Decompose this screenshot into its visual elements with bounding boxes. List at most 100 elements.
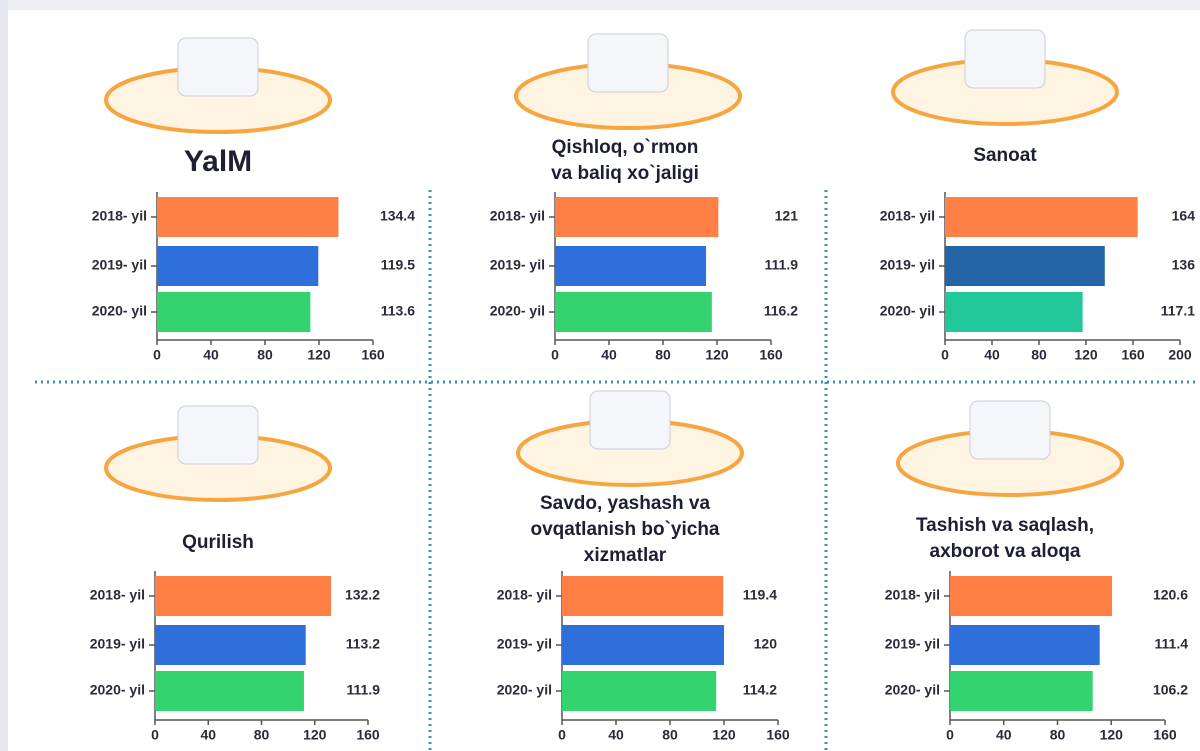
x-tick-label: 160 bbox=[759, 347, 783, 363]
x-tick-label: 40 bbox=[996, 727, 1012, 743]
value-label: 106.2 bbox=[1153, 682, 1188, 698]
x-tick-label: 160 bbox=[361, 347, 385, 363]
value-label: 121 bbox=[775, 208, 799, 224]
chart-title: Savdo, yashash va ovqatlanish bo`yicha x… bbox=[531, 491, 720, 569]
y-tick-label: 2018- yil bbox=[885, 587, 940, 603]
icon bbox=[590, 391, 670, 449]
x-tick-label: 160 bbox=[1121, 347, 1145, 363]
chart-title: Tashish va saqlash, axborot va aloqa bbox=[916, 513, 1094, 565]
x-tick-label: 0 bbox=[551, 347, 559, 363]
bar bbox=[562, 625, 724, 665]
y-tick-label: 2019- yil bbox=[490, 257, 545, 273]
y-tick-label: 2020- yil bbox=[497, 682, 552, 698]
x-tick-label: 120 bbox=[307, 347, 331, 363]
y-tick-label: 2020- yil bbox=[490, 303, 545, 319]
bar bbox=[950, 625, 1100, 665]
bar bbox=[555, 197, 718, 237]
value-label: 111.4 bbox=[1155, 636, 1189, 652]
x-tick-label: 40 bbox=[984, 347, 1000, 363]
value-label: 113.2 bbox=[346, 636, 380, 652]
x-tick-label: 80 bbox=[1050, 727, 1066, 743]
y-tick-label: 2018- yil bbox=[490, 208, 545, 224]
x-tick-label: 80 bbox=[1031, 347, 1047, 363]
x-tick-label: 0 bbox=[941, 347, 949, 363]
x-tick-label: 80 bbox=[662, 727, 678, 743]
value-label: 113.6 bbox=[381, 303, 415, 319]
x-tick-label: 0 bbox=[558, 727, 566, 743]
y-tick-label: 2020- yil bbox=[90, 682, 145, 698]
value-label: 119.5 bbox=[381, 257, 415, 273]
value-label: 120 bbox=[754, 636, 778, 652]
bar bbox=[945, 246, 1105, 286]
x-tick-label: 120 bbox=[712, 727, 736, 743]
bar bbox=[157, 197, 338, 237]
y-tick-label: 2018- yil bbox=[92, 208, 147, 224]
x-tick-label: 40 bbox=[203, 347, 219, 363]
y-tick-label: 2019- yil bbox=[90, 636, 145, 652]
x-tick-label: 80 bbox=[257, 347, 273, 363]
chart-title: Qishloq, o`rmon va baliq xo`jaligi bbox=[551, 135, 699, 187]
x-tick-label: 0 bbox=[153, 347, 161, 363]
x-tick-label: 120 bbox=[1074, 347, 1098, 363]
chart-title: Sanoat bbox=[973, 143, 1036, 169]
value-label: 117.1 bbox=[1161, 303, 1195, 319]
x-tick-label: 160 bbox=[766, 727, 790, 743]
value-label: 111.9 bbox=[347, 682, 381, 698]
x-tick-label: 200 bbox=[1168, 347, 1192, 363]
x-tick-label: 80 bbox=[655, 347, 671, 363]
bar bbox=[950, 671, 1093, 711]
chart-title: YalM bbox=[184, 145, 252, 179]
y-tick-label: 2019- yil bbox=[880, 257, 935, 273]
x-tick-label: 0 bbox=[151, 727, 159, 743]
bar bbox=[562, 671, 716, 711]
top-strip bbox=[0, 0, 1200, 10]
bar bbox=[157, 246, 318, 286]
x-tick-label: 40 bbox=[601, 347, 617, 363]
bar bbox=[945, 197, 1138, 237]
x-tick-label: 0 bbox=[946, 727, 954, 743]
bar bbox=[562, 576, 723, 616]
y-tick-label: 2018- yil bbox=[880, 208, 935, 224]
infographic: 0 40 80 120 160 2018- yil 134.4 2019- yil 119.5 2… bbox=[0, 0, 1200, 751]
bar bbox=[555, 246, 706, 286]
x-tick-label: 40 bbox=[200, 727, 216, 743]
bar bbox=[945, 292, 1083, 332]
chart-canvas: 0 40 80 120 160 2018- yil 134.4 2019- yil 119.5 2… bbox=[0, 0, 1200, 751]
x-tick-label: 120 bbox=[705, 347, 729, 363]
y-tick-label: 2020- yil bbox=[885, 682, 940, 698]
bar bbox=[950, 576, 1112, 616]
bar bbox=[155, 576, 331, 616]
x-tick-label: 160 bbox=[356, 727, 380, 743]
icon bbox=[970, 401, 1050, 459]
chart-title: Qurilish bbox=[182, 530, 254, 556]
y-tick-label: 2019- yil bbox=[497, 636, 552, 652]
bar bbox=[155, 671, 304, 711]
y-tick-label: 2020- yil bbox=[880, 303, 935, 319]
icon bbox=[178, 38, 258, 96]
y-tick-label: 2020- yil bbox=[92, 303, 147, 319]
value-label: 120.6 bbox=[1153, 587, 1188, 603]
left-border bbox=[0, 0, 8, 751]
bar bbox=[555, 292, 712, 332]
y-tick-label: 2019- yil bbox=[885, 636, 940, 652]
value-label: 111.9 bbox=[765, 257, 799, 273]
value-label: 136 bbox=[1172, 257, 1196, 273]
value-label: 134.4 bbox=[380, 208, 415, 224]
value-label: 164 bbox=[1172, 208, 1196, 224]
value-label: 119.4 bbox=[743, 587, 777, 603]
x-tick-label: 120 bbox=[1100, 727, 1124, 743]
y-tick-label: 2018- yil bbox=[90, 587, 145, 603]
bar bbox=[155, 625, 306, 665]
icon bbox=[178, 406, 258, 464]
value-label: 114.2 bbox=[743, 682, 777, 698]
bar bbox=[157, 292, 310, 332]
icon bbox=[588, 34, 668, 92]
x-tick-label: 40 bbox=[608, 727, 624, 743]
x-tick-label: 80 bbox=[254, 727, 270, 743]
icon bbox=[965, 30, 1045, 88]
value-label: 116.2 bbox=[764, 303, 798, 319]
x-tick-label: 160 bbox=[1153, 727, 1177, 743]
x-tick-label: 120 bbox=[303, 727, 327, 743]
y-tick-label: 2019- yil bbox=[92, 257, 147, 273]
y-tick-label: 2018- yil bbox=[497, 587, 552, 603]
